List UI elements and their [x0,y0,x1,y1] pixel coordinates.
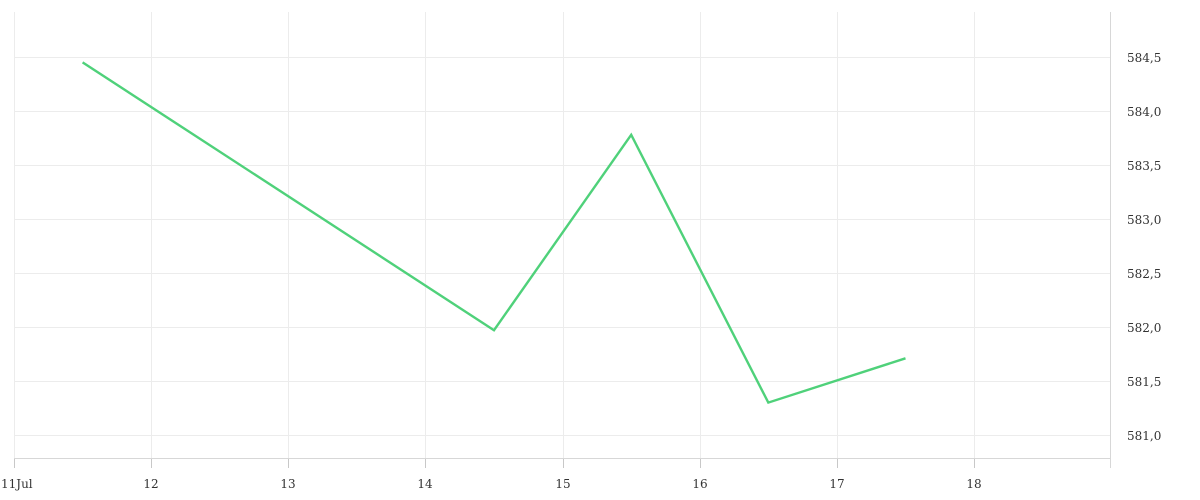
x-tick-label: 14 [417,477,433,491]
y-tick-label: 583,0 [1127,213,1161,227]
y-tick-label: 583,5 [1127,159,1161,173]
x-tick-label: 12 [143,477,158,491]
x-tick-label: 18 [966,477,981,491]
y-tick-label: 582,5 [1127,267,1161,281]
y-tick-label: 581,0 [1127,429,1161,443]
series-layer [81,61,906,405]
x-tick-label: 17 [829,477,844,491]
series-line [81,61,906,405]
y-tick-label: 582,0 [1127,321,1161,335]
grid [14,12,1110,458]
x-tick-label: 11Jul [1,477,33,491]
x-tick-label: 15 [555,477,570,491]
tick-labels: 11Jul 12 13 14 15 16 17 18 581,0 581,5 582,0 582,5 5… [1,51,1161,491]
x-tick-label: 13 [280,477,295,491]
x-tick-label: 16 [692,477,707,491]
y-tick-label: 581,5 [1127,375,1161,389]
y-tick-label: 584,5 [1127,51,1161,65]
y-tick-label: 584,0 [1127,105,1161,119]
axes [14,12,1111,468]
